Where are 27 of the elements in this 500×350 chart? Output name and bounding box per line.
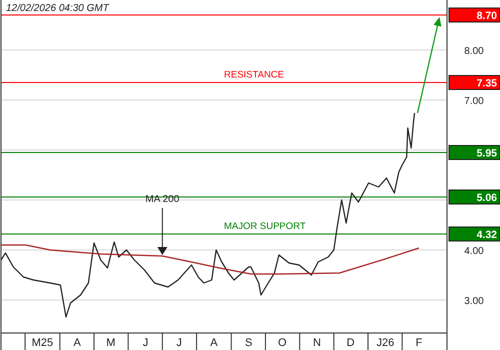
text: 5.06 bbox=[476, 192, 498, 204]
x-tick-label: A bbox=[74, 337, 82, 349]
x-tick-label: J26 bbox=[376, 337, 394, 349]
line-series bbox=[0, 112, 416, 318]
text: 4.32 bbox=[476, 229, 498, 241]
ref-line-label: MAJOR SUPPORT bbox=[224, 221, 306, 232]
x-tick-label: O bbox=[278, 337, 287, 349]
x-tick-label: A bbox=[210, 337, 218, 349]
y-tick-label: 8.00 bbox=[464, 46, 484, 57]
line-series bbox=[0, 244, 420, 275]
x-tick-label: J bbox=[176, 337, 182, 349]
text: 8.70 bbox=[476, 10, 498, 22]
x-tick-label: M25 bbox=[32, 337, 54, 349]
text: 7.35 bbox=[476, 78, 498, 90]
x-tick-label: D bbox=[346, 337, 355, 349]
text: MA 200 bbox=[145, 194, 180, 205]
x-tick-label: S bbox=[244, 337, 252, 349]
x-tick-label: J bbox=[142, 337, 148, 349]
y-tick-label: 7.00 bbox=[464, 96, 484, 107]
x-tick-label: F bbox=[416, 337, 423, 349]
x-tick-label: N bbox=[313, 337, 322, 349]
y-tick-label: 3.00 bbox=[464, 296, 484, 307]
y-tick-label: 4.00 bbox=[464, 246, 484, 257]
annotation: 12/02/2026 04:30 GMT bbox=[6, 3, 110, 14]
text: 5.95 bbox=[476, 148, 498, 160]
x-tick-label: M bbox=[106, 337, 116, 349]
ref-line-label: RESISTANCE bbox=[224, 70, 284, 80]
